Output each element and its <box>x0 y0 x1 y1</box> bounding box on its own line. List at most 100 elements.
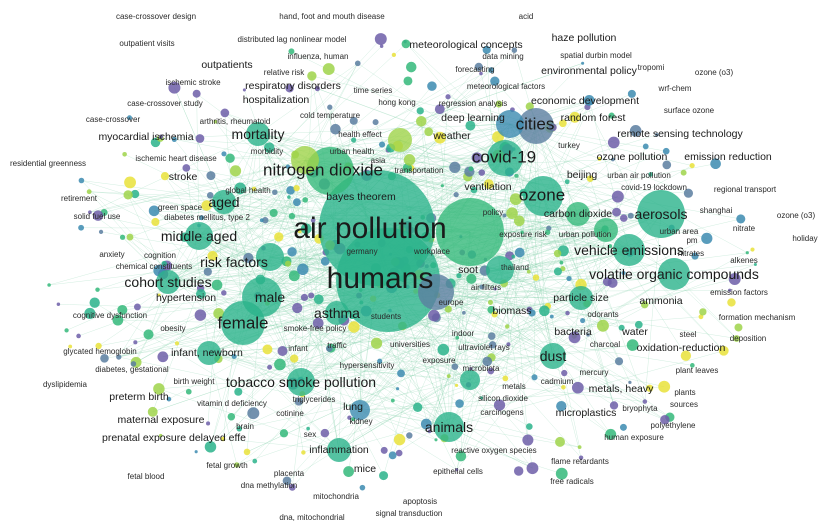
network-node[interactable] <box>348 321 360 333</box>
network-node[interactable] <box>683 188 694 198</box>
network-node[interactable] <box>243 252 254 264</box>
network-node[interactable] <box>227 412 236 421</box>
network-node[interactable] <box>451 363 459 371</box>
network-node[interactable] <box>267 364 273 370</box>
network-node[interactable] <box>133 303 141 311</box>
network-node[interactable] <box>413 402 423 413</box>
network-node[interactable] <box>287 247 297 257</box>
network-node[interactable] <box>166 396 172 402</box>
network-node[interactable] <box>76 333 81 339</box>
network-node[interactable] <box>561 369 568 377</box>
network-node[interactable] <box>301 450 306 455</box>
network-node[interactable] <box>182 164 191 172</box>
network-node[interactable] <box>520 230 524 235</box>
network-node[interactable] <box>607 277 618 288</box>
network-node[interactable] <box>213 308 225 319</box>
network-node[interactable] <box>153 383 165 395</box>
network-node[interactable] <box>566 275 572 282</box>
network-node-hub[interactable] <box>325 301 349 325</box>
network-node[interactable] <box>660 415 670 425</box>
network-node[interactable] <box>95 342 102 350</box>
network-node[interactable] <box>306 426 310 431</box>
network-node[interactable] <box>161 260 167 267</box>
network-node[interactable] <box>627 89 636 98</box>
network-node[interactable] <box>680 169 687 176</box>
network-node[interactable] <box>220 436 226 442</box>
network-node[interactable] <box>482 45 491 55</box>
network-node[interactable] <box>456 272 462 279</box>
network-node[interactable] <box>330 123 341 135</box>
network-node[interactable] <box>274 232 284 242</box>
network-node[interactable] <box>351 137 357 143</box>
network-node[interactable] <box>290 354 299 363</box>
network-node[interactable] <box>609 401 619 410</box>
network-node[interactable] <box>380 446 388 454</box>
network-node[interactable] <box>642 143 649 150</box>
network-node[interactable] <box>427 81 437 91</box>
network-node[interactable] <box>391 52 397 58</box>
network-node[interactable] <box>607 136 620 149</box>
network-node[interactable] <box>728 288 732 292</box>
network-node[interactable] <box>327 104 333 110</box>
network-node[interactable] <box>242 88 246 92</box>
network-node[interactable] <box>195 134 205 143</box>
network-node[interactable] <box>393 433 406 446</box>
network-node[interactable] <box>349 116 358 125</box>
network-node[interactable] <box>620 214 628 222</box>
network-node[interactable] <box>220 108 230 118</box>
network-node[interactable] <box>247 407 260 420</box>
network-node[interactable] <box>662 147 670 155</box>
network-node[interactable] <box>434 131 446 144</box>
network-node[interactable] <box>555 436 565 447</box>
network-node[interactable] <box>619 423 627 431</box>
network-node[interactable] <box>488 67 495 73</box>
network-node[interactable] <box>699 308 707 316</box>
network-node[interactable] <box>288 212 296 220</box>
network-node[interactable] <box>320 256 330 266</box>
network-node[interactable] <box>608 244 613 249</box>
network-node[interactable] <box>68 344 73 349</box>
network-node[interactable] <box>64 328 69 333</box>
network-node[interactable] <box>662 160 672 170</box>
network-node[interactable] <box>514 247 525 258</box>
network-node[interactable] <box>126 233 134 241</box>
network-node[interactable] <box>689 162 695 169</box>
network-node[interactable] <box>388 451 397 460</box>
network-node[interactable] <box>282 476 292 486</box>
network-node[interactable] <box>658 380 671 393</box>
network-node[interactable] <box>112 314 124 326</box>
network-node[interactable] <box>634 320 643 329</box>
network-node[interactable] <box>302 197 308 203</box>
network-node[interactable] <box>236 425 243 432</box>
network-node[interactable] <box>204 441 217 453</box>
network-node[interactable] <box>553 249 562 258</box>
network-node[interactable] <box>158 433 163 438</box>
network-node-hub[interactable] <box>434 412 464 442</box>
network-node[interactable] <box>750 247 755 252</box>
network-node[interactable] <box>203 267 212 276</box>
network-node-hub[interactable] <box>569 286 593 310</box>
network-node[interactable] <box>171 136 177 142</box>
network-node[interactable] <box>618 324 625 331</box>
network-node[interactable] <box>274 358 286 371</box>
network-node[interactable] <box>206 421 211 426</box>
network-node[interactable] <box>221 290 227 296</box>
network-node[interactable] <box>98 229 104 234</box>
network-node[interactable] <box>288 48 295 55</box>
network-node[interactable] <box>312 317 324 329</box>
network-node[interactable] <box>122 151 127 157</box>
network-node[interactable] <box>415 116 427 127</box>
network-node[interactable] <box>133 340 138 345</box>
network-node[interactable] <box>479 396 484 400</box>
network-node-hub[interactable] <box>540 343 566 369</box>
network-node[interactable] <box>343 466 354 477</box>
network-node[interactable] <box>272 189 278 195</box>
network-node[interactable] <box>553 267 562 276</box>
network-node[interactable] <box>297 229 302 234</box>
network-node[interactable] <box>195 289 206 299</box>
network-node[interactable] <box>370 337 383 349</box>
network-node[interactable] <box>493 287 497 291</box>
network-node[interactable] <box>513 466 524 476</box>
network-node-hub[interactable] <box>336 228 440 332</box>
network-node[interactable] <box>395 449 403 457</box>
